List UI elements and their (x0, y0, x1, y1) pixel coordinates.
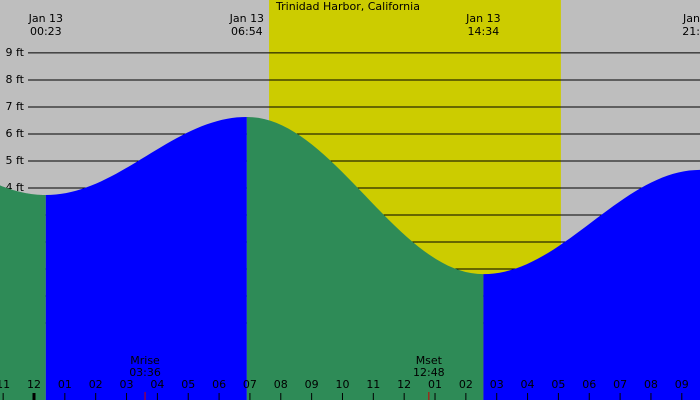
x-tick-label: 05 (551, 378, 565, 391)
x-tick-label: 02 (89, 378, 103, 391)
x-tick-label: 09 (675, 378, 689, 391)
x-tick-label: 07 (243, 378, 257, 391)
extreme-date: Jan 13 (229, 12, 264, 25)
tide-area (483, 169, 700, 400)
x-tick-label: 06 (582, 378, 596, 391)
moon-time: 03:36 (129, 366, 161, 379)
extreme-date: Jan 13 (28, 12, 63, 25)
x-tick-label: 08 (274, 378, 288, 391)
x-tick-label: 03 (120, 378, 134, 391)
extreme-date: Jan 13 (465, 12, 500, 25)
x-tick-label: 12 (27, 378, 41, 391)
extreme-time: 00:23 (30, 25, 62, 38)
tide-area (246, 116, 484, 400)
y-tick-label: 9 ft (6, 46, 25, 59)
tide-area (0, 185, 46, 400)
tide-area (45, 116, 247, 400)
x-tick-label: 04 (150, 378, 164, 391)
x-tick-label: 04 (521, 378, 535, 391)
extreme-date: Jan (682, 12, 700, 25)
moon-time: 12:48 (413, 366, 445, 379)
y-tick-label: 8 ft (6, 73, 25, 86)
extreme-time: 21: (682, 25, 700, 38)
chart-title: Trinidad Harbor, California (275, 0, 420, 13)
x-tick-label: 11 (366, 378, 380, 391)
x-tick-label: 12 (397, 378, 411, 391)
moon-label: Mset (416, 354, 443, 367)
extreme-time: 14:34 (468, 25, 500, 38)
x-tick-label: 10 (335, 378, 349, 391)
moon-label: Mrise (130, 354, 160, 367)
extreme-time: 06:54 (231, 25, 263, 38)
x-tick-label: 01 (428, 378, 442, 391)
x-tick-label: 05 (181, 378, 195, 391)
x-tick-label: 08 (644, 378, 658, 391)
y-tick-label: 5 ft (6, 154, 25, 167)
x-tick-label: 07 (613, 378, 627, 391)
x-tick-label: 11 (0, 378, 10, 391)
y-tick-label: 7 ft (6, 100, 25, 113)
y-tick-label: 6 ft (6, 127, 25, 140)
x-tick-label: 09 (305, 378, 319, 391)
x-tick-label: 01 (58, 378, 72, 391)
x-tick-label: 02 (459, 378, 473, 391)
x-tick-label: 06 (212, 378, 226, 391)
x-tick-label: 03 (490, 378, 504, 391)
